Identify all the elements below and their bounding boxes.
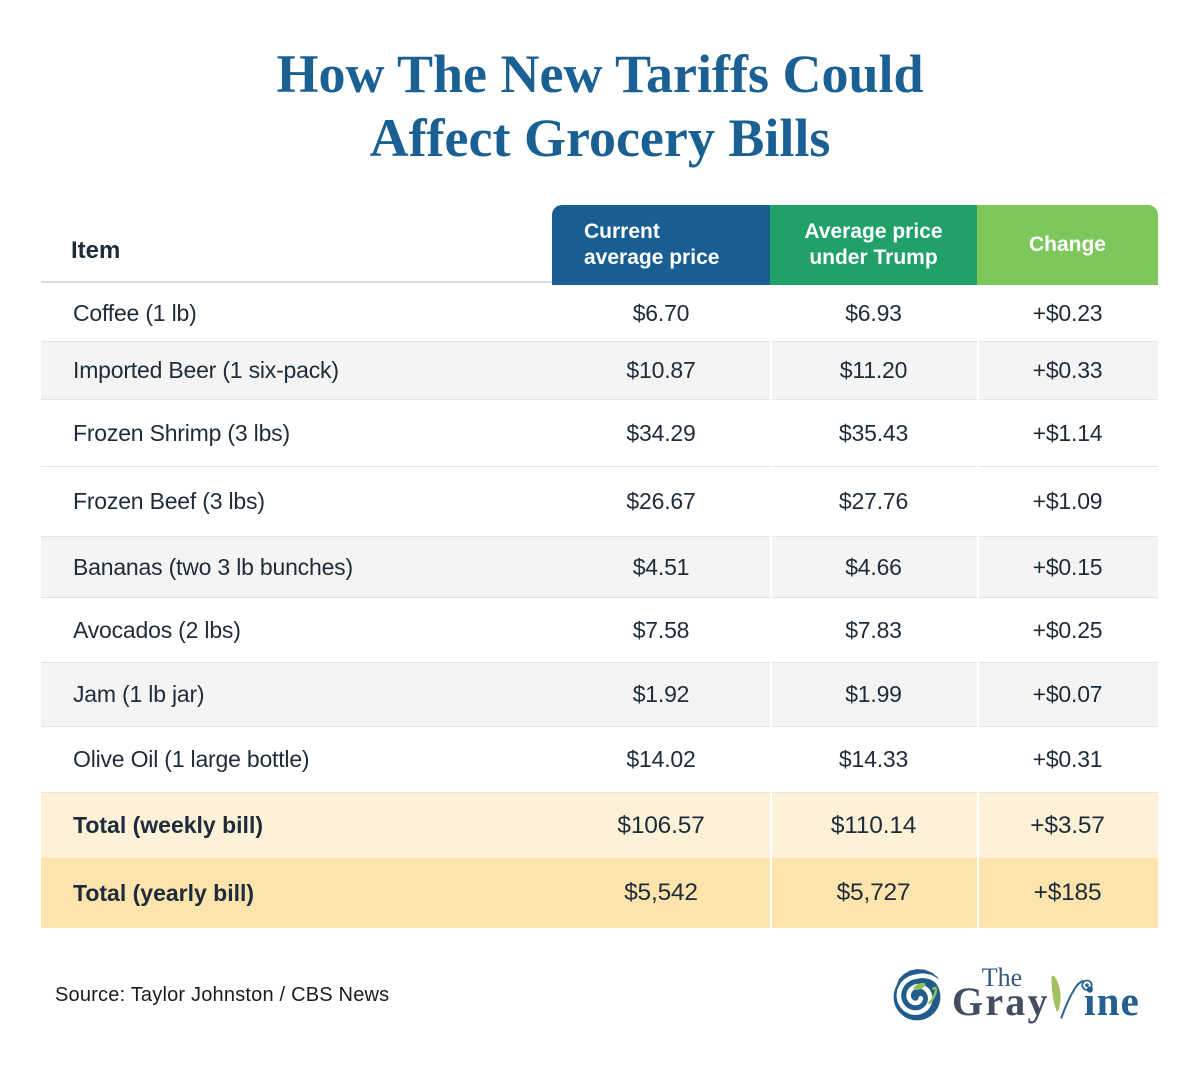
svg-text:ine: ine (1084, 978, 1140, 1024)
svg-text:Gray: Gray (952, 979, 1050, 1024)
svg-text:The: The (982, 963, 1022, 992)
